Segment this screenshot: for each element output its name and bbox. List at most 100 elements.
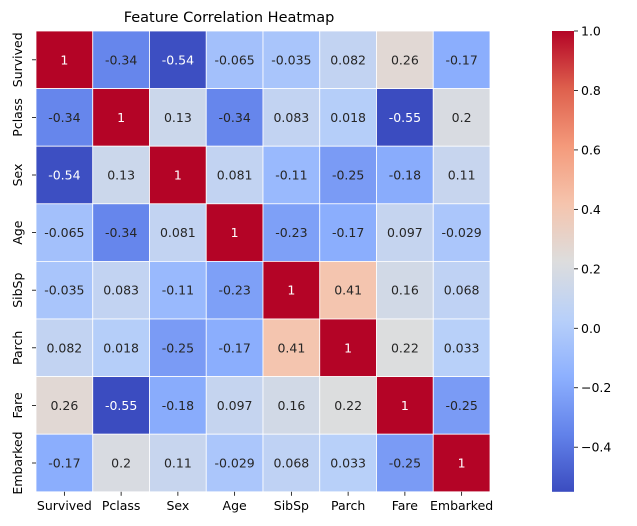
heatmap-cell bbox=[92, 30, 150, 89]
colorbar-tick-label: 0.4 bbox=[581, 202, 601, 217]
cell-value-label: 0.2 bbox=[452, 110, 472, 125]
cell-value-label: -0.23 bbox=[218, 283, 250, 298]
cell-value-label: -0.55 bbox=[389, 110, 421, 125]
cell-value-label: -0.11 bbox=[275, 168, 307, 183]
colorbar: 1.0 0.8 0.6 0.4 0.2 0.0 −0.2 −0.4 bbox=[552, 24, 611, 492]
cell-value-label: 1 bbox=[401, 398, 409, 413]
cell-value-label: -0.17 bbox=[445, 52, 477, 67]
colorbar-tick-label: −0.4 bbox=[581, 440, 611, 455]
cell-value-label: 0.068 bbox=[273, 456, 309, 471]
x-tick-label: Sex bbox=[166, 498, 189, 513]
cell-value-label: -0.55 bbox=[105, 398, 137, 413]
cell-value-label: 0.033 bbox=[330, 456, 366, 471]
colorbar-tick-label: 1.0 bbox=[581, 24, 601, 39]
colorbar-tick-label: 0.2 bbox=[581, 261, 601, 276]
cell-value-label: 1 bbox=[231, 225, 239, 240]
heatmap-cell bbox=[432, 376, 491, 435]
cell-value-label: -0.065 bbox=[44, 225, 84, 240]
cell-value-label: 0.13 bbox=[164, 110, 192, 125]
cell-value-label: 0.22 bbox=[334, 398, 362, 413]
cell-value-label: -0.25 bbox=[332, 168, 364, 183]
heatmap-cell bbox=[432, 318, 491, 377]
cell-value-label: -0.029 bbox=[441, 225, 481, 240]
x-tick-label: Age bbox=[223, 498, 247, 513]
cell-value-label: -0.18 bbox=[389, 168, 421, 183]
cell-value-label: -0.17 bbox=[218, 340, 250, 355]
heatmap-cell bbox=[319, 260, 377, 320]
colorbar-tick-label: 0.8 bbox=[581, 83, 601, 98]
cell-value-label: -0.25 bbox=[389, 456, 421, 471]
colorbar-gradient bbox=[552, 31, 574, 492]
heatmap-cell bbox=[319, 88, 377, 147]
heatmap-cell bbox=[319, 145, 377, 205]
cell-value-label: -0.25 bbox=[162, 340, 194, 355]
cell-value-label: -0.34 bbox=[105, 225, 137, 240]
heatmap-cell bbox=[262, 433, 321, 493]
colorbar-tick-label: −0.2 bbox=[581, 380, 611, 395]
cell-value-label: -0.23 bbox=[275, 225, 307, 240]
y-tick-label: Fare bbox=[10, 392, 25, 419]
cell-value-label: -0.035 bbox=[44, 283, 84, 298]
cell-value-label: 0.11 bbox=[448, 168, 476, 183]
heatmap-cell bbox=[205, 260, 264, 320]
heatmap-cell bbox=[262, 203, 321, 262]
cell-value-label: 1 bbox=[60, 52, 68, 67]
cell-value-label: 0.11 bbox=[164, 456, 192, 471]
y-tick-label: SibSp bbox=[10, 273, 25, 308]
heatmap-cell bbox=[262, 145, 321, 205]
heatmap-cell bbox=[149, 433, 207, 493]
x-tick-label: Parch bbox=[331, 498, 365, 513]
cell-value-label: -0.34 bbox=[105, 52, 137, 67]
heatmap-cell bbox=[92, 376, 150, 435]
cell-value-label: -0.17 bbox=[332, 225, 364, 240]
heatmap-cell bbox=[205, 30, 264, 89]
heatmap-cell bbox=[432, 433, 491, 493]
heatmap-cell bbox=[432, 145, 491, 205]
cell-value-label: -0.34 bbox=[218, 110, 250, 125]
cell-value-label: -0.18 bbox=[162, 398, 194, 413]
cell-value-label: 0.097 bbox=[387, 225, 423, 240]
heatmap-cell bbox=[149, 260, 207, 320]
cell-value-label: 1 bbox=[287, 283, 295, 298]
heatmap-cells bbox=[35, 30, 491, 493]
x-tick-label: Pclass bbox=[102, 498, 141, 513]
cell-value-label: 0.26 bbox=[50, 398, 78, 413]
colorbar-tick-label: 0.6 bbox=[581, 142, 601, 157]
heatmap-cell-labels: 1 -0.34 -0.54 -0.065 -0.035 0.082 0.26 -0.17 -0.… bbox=[44, 52, 482, 470]
cell-value-label: -0.25 bbox=[445, 398, 477, 413]
colorbar-tick-label: 0.0 bbox=[581, 321, 601, 336]
cell-value-label: 1 bbox=[117, 110, 125, 125]
x-axis-ticks: Survived Pclass Sex Age SibSp Parch Fare Embark… bbox=[37, 491, 493, 513]
heatmap-cell bbox=[262, 376, 321, 435]
heatmap-cell bbox=[35, 203, 94, 262]
cell-value-label: 0.22 bbox=[391, 340, 419, 355]
cell-value-label: 0.018 bbox=[103, 340, 139, 355]
heatmap-cell bbox=[149, 318, 207, 377]
heatmap-cell bbox=[432, 260, 491, 320]
cell-value-label: -0.54 bbox=[48, 168, 80, 183]
heatmap-cell bbox=[205, 88, 264, 147]
heatmap-cell bbox=[262, 260, 321, 320]
cell-value-label: 0.16 bbox=[391, 283, 419, 298]
cell-value-label: 0.13 bbox=[107, 168, 135, 183]
y-tick-label: Pclass bbox=[10, 98, 25, 137]
cell-value-label: 0.16 bbox=[277, 398, 305, 413]
heatmap-cell bbox=[376, 203, 434, 262]
heatmap-cell bbox=[376, 318, 434, 377]
x-tick-label: Fare bbox=[392, 498, 419, 513]
cell-value-label: 0.033 bbox=[444, 340, 480, 355]
cell-value-label: -0.035 bbox=[271, 52, 311, 67]
cell-value-label: -0.34 bbox=[48, 110, 80, 125]
heatmap-cell bbox=[149, 203, 207, 262]
cell-value-label: 0.018 bbox=[330, 110, 366, 125]
cell-value-label: 0.081 bbox=[160, 225, 196, 240]
cell-value-label: -0.17 bbox=[48, 456, 80, 471]
cell-value-label: 1 bbox=[458, 456, 466, 471]
heatmap-cell bbox=[376, 376, 434, 435]
heatmap-cell bbox=[319, 30, 377, 89]
chart-title: Feature Correlation Heatmap bbox=[124, 10, 335, 26]
cell-value-label: 0.097 bbox=[217, 398, 253, 413]
heatmap-cell bbox=[92, 318, 150, 377]
heatmap-cell bbox=[149, 145, 207, 205]
heatmap-cell bbox=[205, 145, 264, 205]
